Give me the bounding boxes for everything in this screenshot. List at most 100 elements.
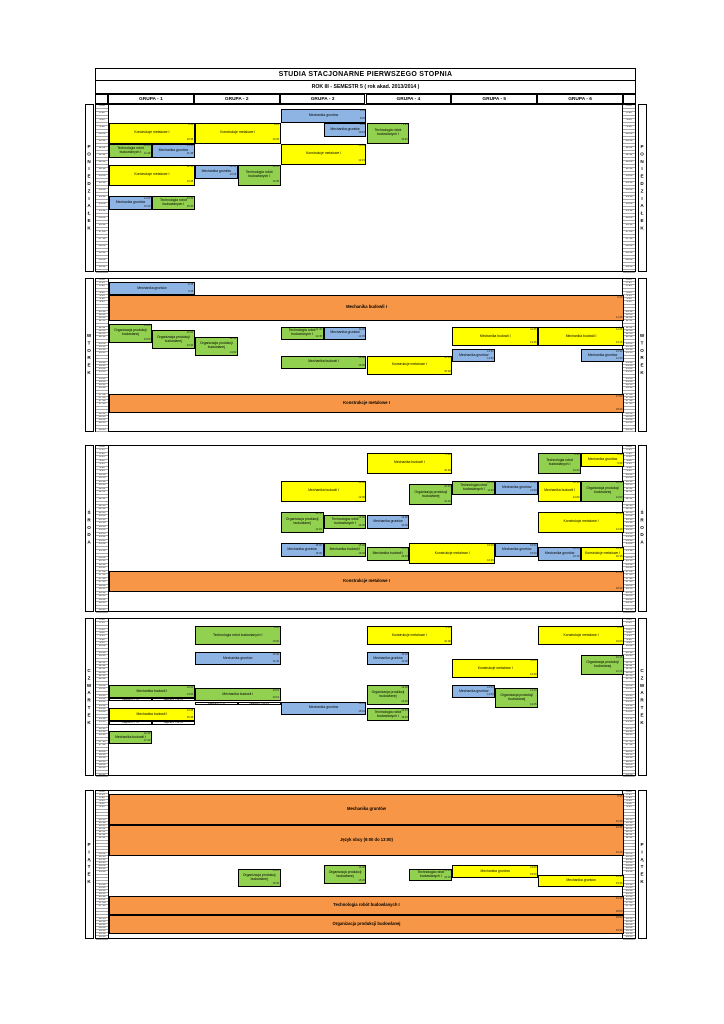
time-tick: 18:45 [623,761,635,765]
time-tick: 13:30 [623,182,635,186]
event-label: Konstrukcje metalowe I [220,130,256,135]
event-block: Mechanika gruntów 13:30 14:30 [581,349,624,363]
event-end-time: 14:15 [272,696,280,700]
time-tick: 16:15 [623,384,635,388]
event-start-time: 13:15 [272,688,280,692]
time-tick: 16:45 [623,228,635,231]
time-tick: 12:00 [96,330,108,334]
time-tick: 13:45 [623,352,635,356]
event-label: Organizacja produkcji budowlanej [114,328,147,337]
time-tick: 18:30 [623,413,635,417]
group-header-5: GRUPA - 5 [451,94,538,104]
event-block: Konstrukcje metalowe I 8:30 10:00 [366,625,453,646]
time-tick: 19:30 [623,771,635,774]
time-tick: 15:45 [96,721,108,725]
event-block: Organizacja produkcji budowlanej 10:45 12:… [409,484,453,505]
time-tick: 18:15 [96,249,108,252]
event-label: Technologia robót budowlanych I [213,632,263,637]
event-block: Mechanika budowli I 10:30 12:00 [280,480,367,502]
time-tick: 15:15 [623,715,635,718]
time-tick: 9:30 [623,639,635,643]
event-block: Konstrukcje metalowe I 11:00 12:30 [452,658,539,679]
time-tick: 17:00 [623,394,635,397]
time-tick: 13:30 [96,182,108,186]
time-tick: 11:15 [623,831,635,835]
day-label-left: PONIEDZIAŁEK [84,104,94,272]
event-label: zajęcia 1-7 i 9 [122,721,139,725]
time-tick: 13:45 [623,186,635,189]
time-tick: 14:45 [96,365,108,369]
time-tick: 14:00 [96,865,108,869]
time-tick: 9:00 [96,803,108,807]
time-tick: 9:15 [96,295,108,299]
time-tick: 15:15 [623,371,635,375]
event-label: zajęcia 8 i 10-15 [163,721,184,725]
time-tick: 17:45 [96,242,108,245]
event-block: Mechanika budowli I 15:00 16:00 [323,543,367,558]
event-end-time: 12:30 [530,673,537,677]
time-tick: 12:15 [623,675,635,679]
time-tick: 15:30 [96,884,108,887]
event-start-time: 12:15 [272,165,280,168]
event-block: Mechanika gruntów 8:15 9:15 [280,108,367,123]
time-tick: 18:30 [96,921,108,925]
time-tick: 12:00 [623,161,635,165]
event-label: Organizacja produkcji budowlanej [285,517,319,526]
time-tick: 10:15 [96,308,108,311]
time-tick: 18:45 [623,416,635,420]
time-tick: 16:15 [96,560,108,564]
day-label-left: ŚRODA [84,445,94,612]
time-tick: 11:45 [623,668,635,672]
time-tick: 8:00 [96,791,108,795]
time-tick: 18:30 [96,592,108,596]
time-tick: 18:00 [623,915,635,918]
time-tick: 19:00 [96,927,108,931]
event-start-time: 14:00 [358,865,365,869]
event-label: Technologia robót budowlanych I [117,145,144,154]
time-tick: 17:00 [623,738,635,741]
event-start-time: 11:00 [530,659,537,663]
day-label-text: CZWARTEK [639,667,645,727]
time-tick: 14:00 [623,356,635,359]
day-label-text: PIĄTEK [86,842,92,887]
event-label: Mechanika budowli I [222,691,254,696]
time-tick: 9:00 [96,119,108,123]
time-tick: 18:00 [623,585,635,589]
time-tick: 14:15 [623,193,635,196]
time-tick: 15:15 [96,547,108,551]
event-label: Mechanika gruntów [330,126,360,131]
time-tick: 16:00 [96,217,108,221]
time-tick: 8:00 [623,791,635,795]
event-start-time: 14:45 [615,875,623,879]
time-tick: 13:45 [96,352,108,356]
time-tick: 18:45 [96,416,108,420]
event-start-time: 13:00 [487,685,494,689]
time-gutter-left: 8:00 8:15 8:30 8:45 9:00 9:15 9:30 9:45 10:00 10:… [96,446,109,613]
event-start-time: 8:30 [445,626,451,630]
time-tick: 13:30 [623,349,635,353]
time-tick: 14:30 [623,871,635,875]
time-tick: 15:15 [96,881,108,884]
time-tick: 18:30 [96,757,108,761]
time-tick: 11:45 [623,327,635,330]
time-tick: 9:45 [96,470,108,474]
event-label: Konstrukcje metalowe I [343,577,390,583]
day-block-czwartek: 8:00 8:15 8:30 8:45 9:00 9:15 9:30 9:45 10:00 10:… [95,618,636,778]
time-tick: 12:30 [96,336,108,340]
time-tick: 12:30 [623,508,635,512]
time-tick: 18:00 [623,751,635,755]
time-tick: 13:30 [96,859,108,863]
event-block: Mechanika gruntów 15:15 16:15 [538,546,582,561]
time-tick: 14:30 [623,362,635,366]
time-tick: 19:00 [96,259,108,263]
event-start-time: 14:15 [358,702,365,705]
event-block: Technologia robót budowlanych I 10:30 11:3… [452,480,496,495]
time-tick: 16:45 [96,567,108,571]
event-block: Konstrukcje metalowe I 14:00 15:30 [366,355,453,375]
event-end-time: 16:00 [530,551,537,555]
event-block: zajęcia 1-7 i 9 [109,698,152,702]
time-tick: 17:30 [96,744,108,748]
event-start-time: 10:30 [615,481,623,485]
time-tick: 13:00 [96,515,108,519]
time-tick: 15:30 [623,375,635,378]
